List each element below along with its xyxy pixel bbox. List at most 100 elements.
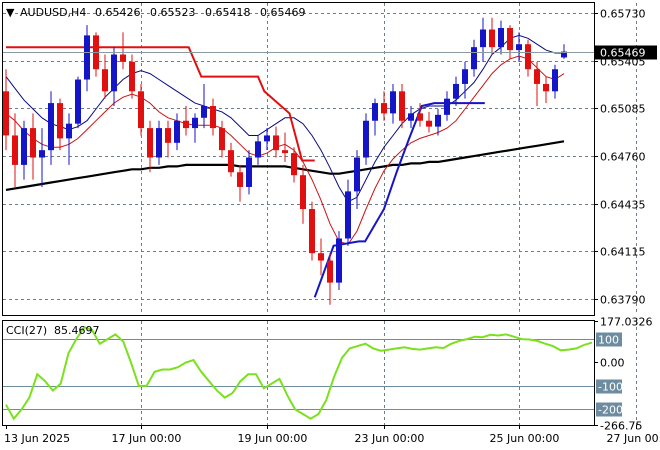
candle-body (228, 150, 234, 173)
cci-tick-label: -266.75 (600, 420, 642, 433)
cci-label: CCI(27) (6, 324, 47, 337)
time-tick-label: 13 Jun 2025 (4, 432, 70, 445)
candle-body (12, 135, 18, 165)
cci-series-line (5, 326, 593, 421)
candle-body (84, 35, 90, 80)
candle-body (210, 106, 216, 129)
candle-body (435, 114, 441, 127)
candle-body (399, 91, 405, 121)
time-tick-label: 23 Jun 00:00 (355, 432, 425, 445)
candle-body (75, 79, 81, 124)
candle-body (57, 103, 63, 139)
price-tick-label: 0.63790 (600, 294, 646, 307)
candle-body (354, 157, 360, 192)
candle-body (291, 153, 297, 176)
candle-body (138, 91, 144, 129)
candle-body (390, 91, 396, 114)
cci-level-tag (596, 402, 622, 417)
price-axis: 0.657300.654050.650850.647600.644350.641… (3, 8, 657, 307)
candle-body (39, 150, 45, 158)
candle-body (48, 103, 54, 151)
cci-value: 85.4697 (54, 324, 100, 337)
symbol-label: AUDUSD,H4 (20, 6, 86, 19)
candle-body (66, 123, 72, 139)
price-tick-label: 0.64435 (600, 199, 646, 212)
time-tick-label: 25 Jun 00:00 (490, 432, 560, 445)
price-tick-label: 0.64760 (600, 151, 646, 164)
candle-body (372, 103, 378, 121)
candle-body (363, 120, 369, 158)
time-tick-label: 27 Jun 00:00 (607, 432, 660, 445)
candle-body (318, 253, 324, 261)
candle-body (444, 98, 450, 115)
candle-body (192, 117, 198, 129)
candle-body (102, 69, 108, 92)
price-tick-label: 0.65085 (600, 103, 646, 116)
candle-body (21, 128, 27, 165)
candle-body (552, 69, 558, 92)
candle-body (219, 128, 225, 151)
candle-body (489, 29, 495, 48)
high-value: 0.65523 (150, 6, 196, 19)
time-axis: 13 Jun 2025 17 Jun 00:00 19 Jun 00:00 23 Ju… (4, 425, 660, 445)
candle-body (408, 113, 414, 121)
candle-body (174, 120, 180, 143)
candle-body (255, 141, 261, 158)
cci-tick-label: 177.0326 (600, 316, 653, 329)
current-price-tag (595, 45, 657, 60)
candle-body (282, 150, 288, 154)
candle-body (237, 172, 243, 187)
candle-body (156, 128, 162, 158)
candle-body (345, 191, 351, 239)
candle-body (561, 51, 567, 58)
candle-body (480, 29, 486, 48)
candle-body (471, 47, 477, 70)
cci-levels: 177.0326 100 0.00 -100 -200 -266.75 (3, 316, 653, 433)
cci-line (5, 326, 593, 421)
price-grid (3, 3, 637, 425)
candle-body (3, 91, 9, 136)
candle-body (309, 209, 315, 254)
price-panel-frame (2, 2, 595, 316)
candle-body (336, 238, 342, 283)
candles (3, 17, 567, 305)
symbol-dropdown-icon[interactable]: ▼ (6, 6, 15, 19)
candle-body (111, 54, 117, 92)
candle-body (264, 135, 270, 142)
open-value: 0.65426 (95, 6, 141, 19)
candle-body (462, 69, 468, 84)
time-tick-label: 17 Jun 00:00 (112, 432, 182, 445)
candle-body (543, 83, 549, 92)
candle-body (327, 260, 333, 283)
cci-level-label: -200 (598, 404, 623, 417)
cci-level-tag (596, 379, 622, 394)
time-tick-label: 19 Jun 00:00 (238, 432, 308, 445)
cci-level-label: 100 (598, 334, 619, 347)
low-value: 0.65418 (205, 6, 251, 19)
candle-body (507, 28, 513, 51)
candle-body (453, 83, 459, 99)
ma-blue-line (5, 34, 564, 203)
cci-level-label: -100 (598, 381, 623, 394)
candle-body (246, 157, 252, 187)
current-price-label: 0.65469 (600, 47, 646, 60)
candle-body (498, 28, 504, 48)
candle-body (201, 106, 207, 118)
cci-panel-frame (2, 320, 595, 426)
stop-blue-line (313, 102, 485, 298)
price-tick-label: 0.65730 (600, 8, 646, 21)
candle-body (147, 128, 153, 158)
ma-black-line (5, 140, 565, 191)
candle-body (426, 120, 432, 127)
candle-body (534, 69, 540, 84)
candle-body (30, 128, 36, 158)
cci-tick-label: 0.00 (600, 357, 625, 370)
close-value: 0.65469 (260, 6, 306, 19)
candle-body (183, 120, 189, 129)
candle-body (516, 44, 522, 51)
candle-body (300, 175, 306, 210)
candle-body (120, 54, 126, 62)
candle-body (381, 103, 387, 114)
cci-level-tag (596, 332, 622, 347)
